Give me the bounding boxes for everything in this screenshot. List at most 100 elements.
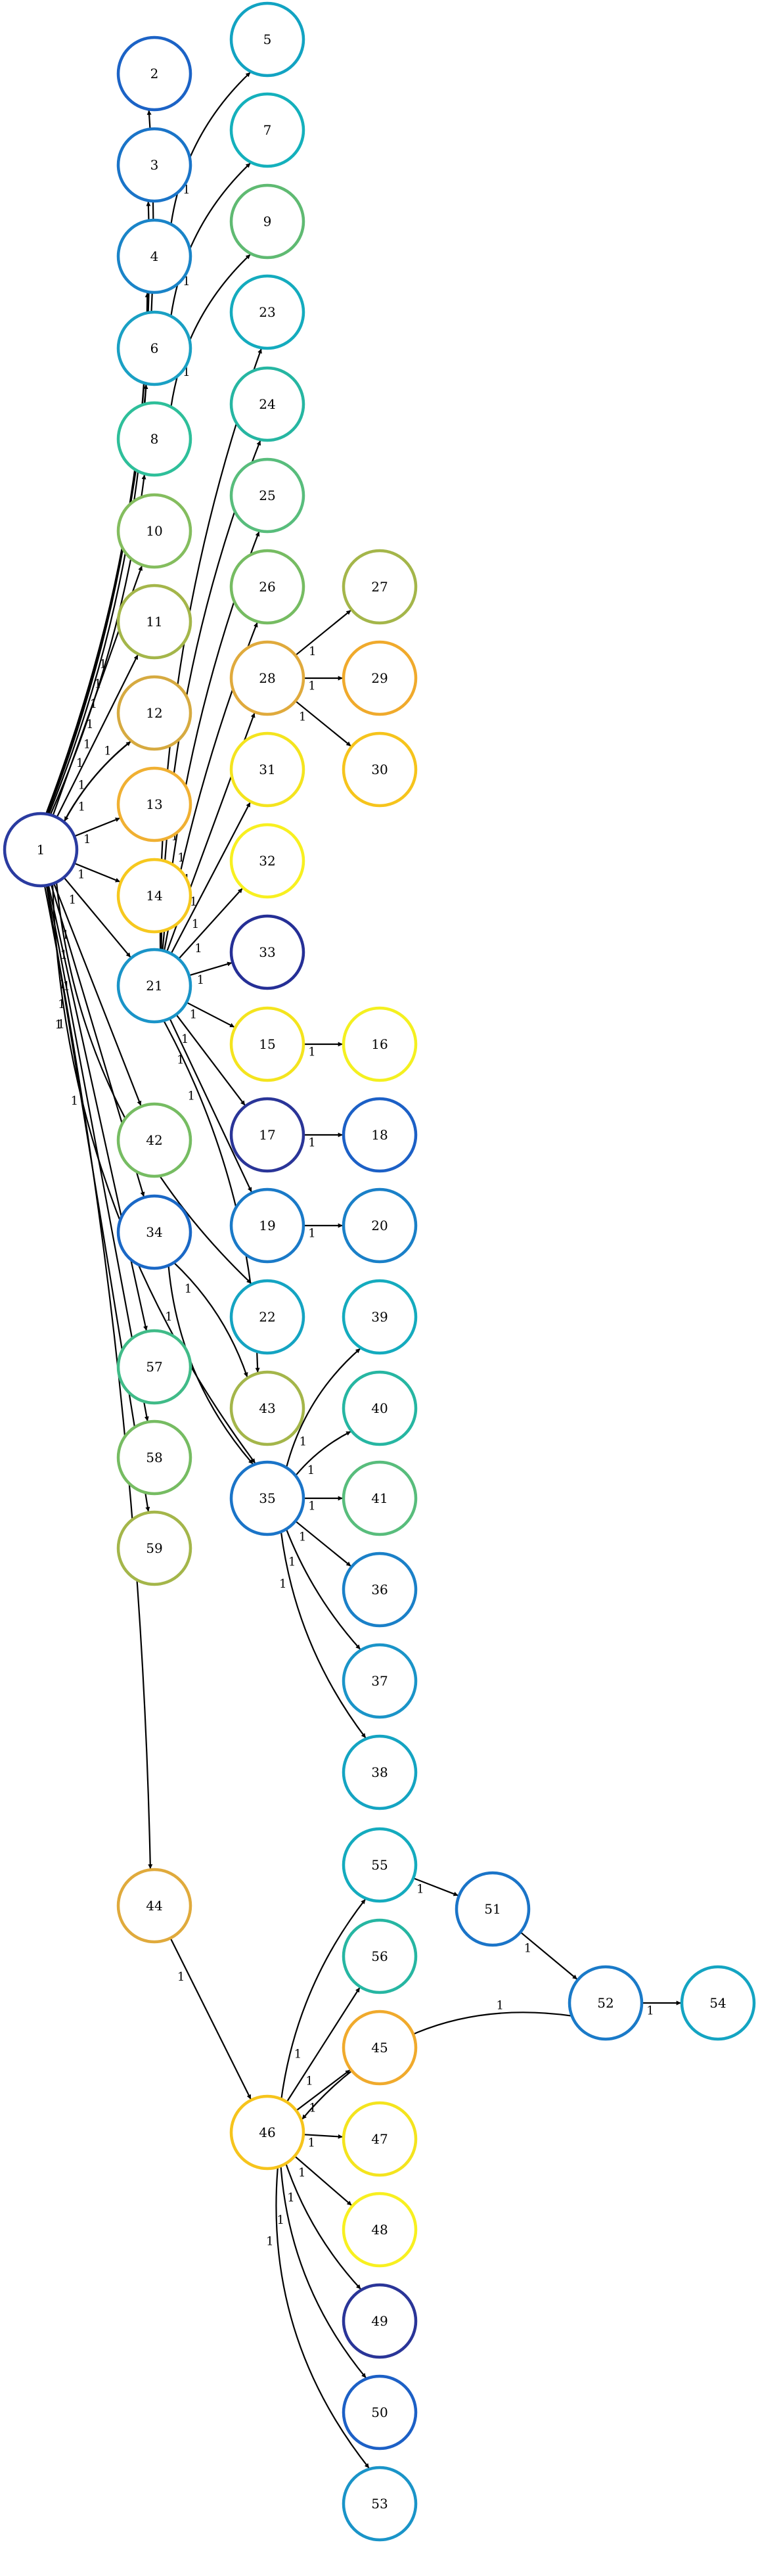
node-58-label: 58 [146,1450,162,1465]
node-57[interactable]: 57 [118,1331,190,1403]
node-8[interactable]: 8 [118,403,190,475]
node-20[interactable]: 20 [344,1189,416,1262]
node-16[interactable]: 16 [344,1008,416,1080]
node-38[interactable]: 38 [344,1736,416,1808]
node-53-label: 53 [371,2496,388,2512]
edge-label-35-to-37: 1 [288,1555,296,1569]
node-25[interactable]: 25 [231,459,303,532]
node-17[interactable]: 17 [231,1099,303,1171]
edge-label-12-to-1: 1 [104,744,111,758]
node-10[interactable]: 10 [118,495,190,567]
node-42[interactable]: 42 [118,1104,190,1176]
node-13[interactable]: 13 [118,768,190,840]
node-33[interactable]: 33 [231,916,303,988]
edge-label-35-to-39: 1 [300,1435,307,1448]
node-2[interactable]: 2 [118,37,190,110]
node-7[interactable]: 7 [231,94,303,166]
edge-label-1-to-10: 1 [76,756,83,770]
node-39[interactable]: 39 [344,1281,416,1353]
edge-label-34-to-35: 1 [165,1310,172,1323]
node-31-label: 31 [259,762,275,777]
edge-46-to-45 [296,2070,350,2111]
edge-label-46-to-48: 1 [298,2166,305,2180]
edge-label-15-to-16: 1 [308,1046,315,1059]
node-45[interactable]: 45 [344,2012,416,2084]
node-34[interactable]: 34 [118,1196,190,1268]
node-14[interactable]: 14 [118,860,190,932]
node-49[interactable]: 49 [344,2285,416,2357]
node-26[interactable]: 26 [231,551,303,623]
node-32[interactable]: 32 [231,825,303,897]
node-24[interactable]: 24 [231,368,303,440]
edge-label-35-to-40: 1 [307,1463,315,1477]
node-11[interactable]: 11 [118,586,190,658]
edge-label-21-to-43: 1 [187,1090,194,1103]
node-35-label: 35 [259,1490,275,1506]
node-29-label: 29 [371,670,388,686]
edge-label-46-to-56: 1 [305,2074,313,2088]
node-17-label: 17 [259,1127,275,1143]
node-56[interactable]: 56 [344,1920,416,1992]
edge-label-51-to-52: 1 [524,1942,531,1956]
node-54[interactable]: 54 [682,1967,754,2039]
node-6[interactable]: 6 [118,312,190,384]
node-43-label: 43 [259,1400,275,1416]
node-52[interactable]: 52 [570,1967,642,2039]
edge-label-21-to-32: 1 [194,942,202,955]
edge-label-44-to-46: 1 [177,1970,185,1984]
node-18[interactable]: 18 [344,1099,416,1171]
node-58[interactable]: 58 [118,1421,190,1494]
node-6-label: 6 [150,340,159,356]
node-4[interactable]: 4 [118,220,190,292]
node-28-label: 28 [259,670,275,686]
node-3[interactable]: 3 [118,129,190,201]
node-40[interactable]: 40 [344,1372,416,1444]
node-43[interactable]: 43 [231,1372,303,1444]
node-27[interactable]: 27 [344,551,416,623]
edge-1-to-13 [74,818,120,837]
node-35[interactable]: 35 [231,1462,303,1534]
node-37-label: 37 [371,1673,388,1689]
node-30[interactable]: 30 [344,733,416,806]
node-9[interactable]: 9 [231,185,303,258]
node-55-label: 55 [371,1857,388,1873]
node-14-label: 14 [146,888,162,904]
node-12[interactable]: 12 [118,677,190,749]
node-1[interactable]: 1 [5,814,77,886]
node-36[interactable]: 36 [344,1553,416,1626]
node-5[interactable]: 5 [231,3,303,76]
node-15[interactable]: 15 [231,1008,303,1080]
node-47[interactable]: 47 [344,2103,416,2175]
node-23[interactable]: 23 [231,276,303,348]
node-34-label: 34 [146,1224,162,1240]
node-57-label: 57 [146,1359,162,1375]
edge-44-to-46 [171,1938,251,2099]
node-31[interactable]: 31 [231,733,303,806]
node-53[interactable]: 53 [344,2468,416,2540]
edge-label-1-to-12: 1 [78,800,85,814]
edge-label-46-to-49: 1 [287,2191,294,2205]
node-59[interactable]: 59 [118,1512,190,1584]
node-55[interactable]: 55 [344,1829,416,1901]
node-46[interactable]: 46 [231,2096,303,2169]
edge-1-to-57 [49,885,146,1331]
node-21[interactable]: 21 [118,950,190,1022]
node-51-label: 51 [484,1901,501,1917]
node-4-label: 4 [150,248,159,264]
edge-label-46-to-50: 1 [277,2213,284,2227]
node-37[interactable]: 37 [344,1645,416,1717]
node-29[interactable]: 29 [344,642,416,714]
node-51[interactable]: 51 [457,1873,529,1945]
node-19[interactable]: 19 [231,1189,303,1262]
node-50[interactable]: 50 [344,2376,416,2449]
node-52-label: 52 [597,1995,614,2011]
node-24-label: 24 [259,396,275,412]
node-22[interactable]: 22 [231,1281,303,1353]
node-41-label: 41 [371,1490,388,1506]
node-44[interactable]: 44 [118,1870,190,1942]
edge-label-46-to-53: 1 [266,2235,273,2249]
node-48[interactable]: 48 [344,2194,416,2266]
node-28[interactable]: 28 [231,642,303,714]
node-41[interactable]: 41 [344,1462,416,1534]
